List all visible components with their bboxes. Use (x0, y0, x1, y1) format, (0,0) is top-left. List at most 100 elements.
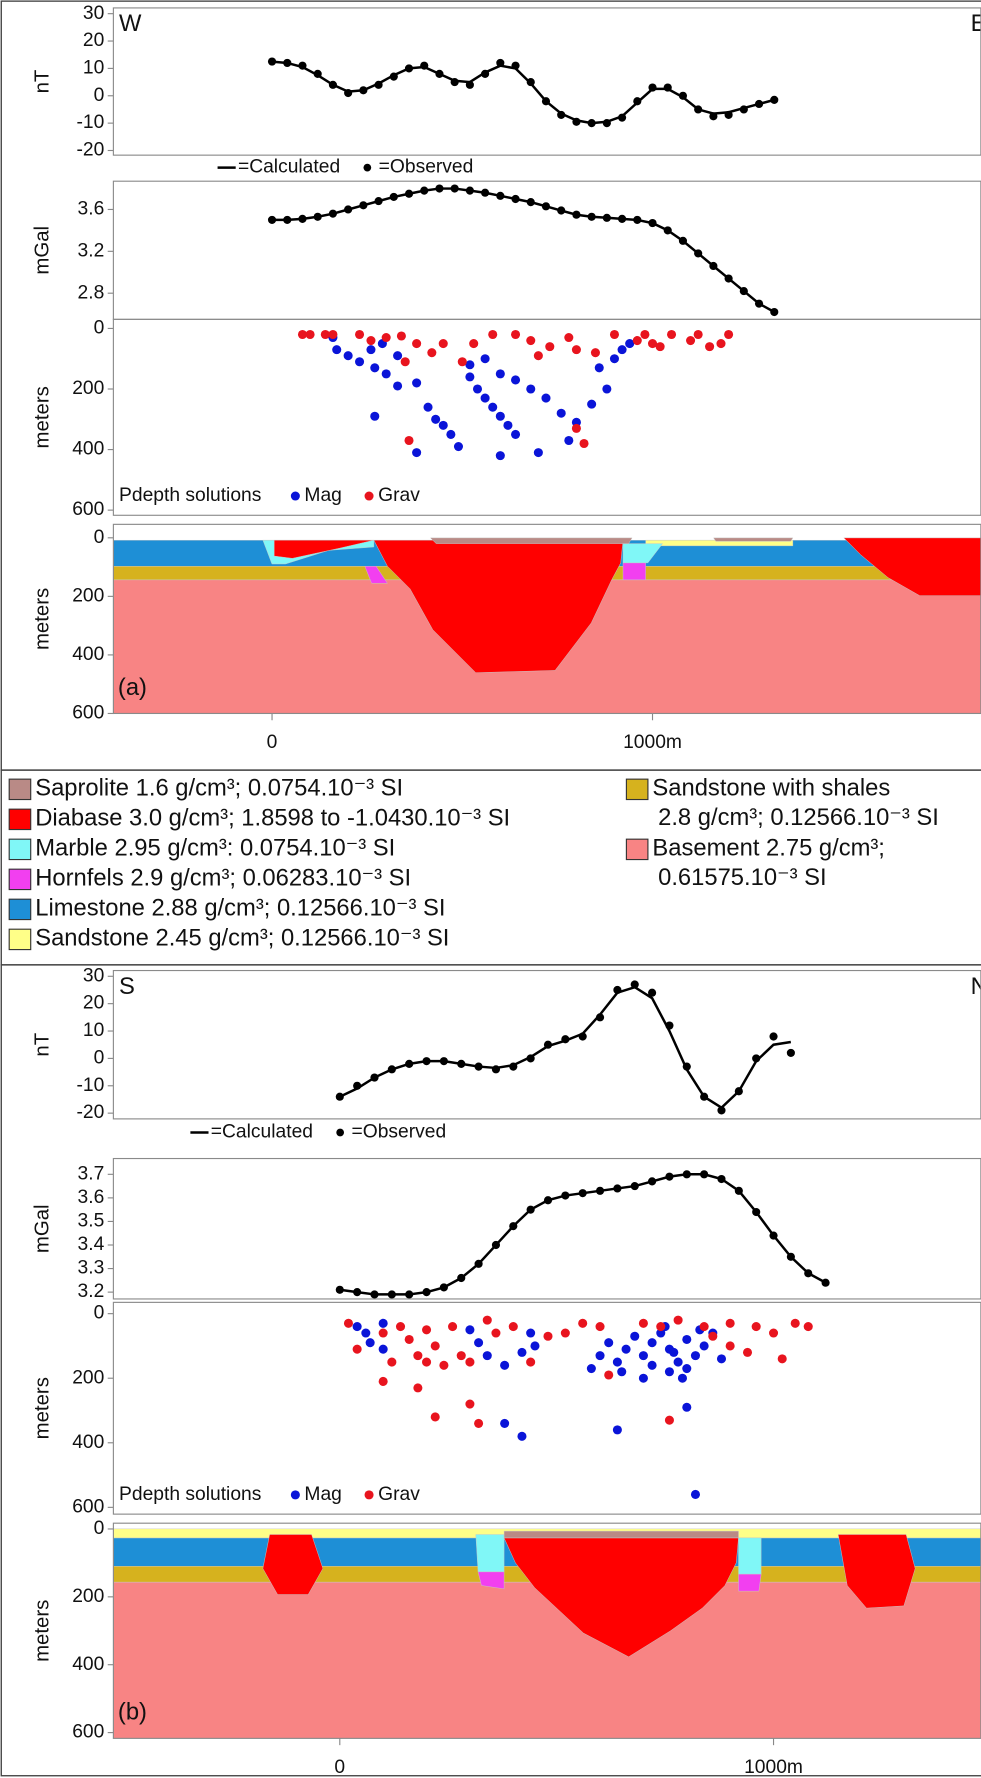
y-tick-label: 400 (72, 644, 104, 665)
rock-unit (713, 537, 794, 542)
depth-solution (422, 1325, 432, 1335)
depth-solution (500, 1418, 510, 1428)
key-label: Marble 2.95 g/cm³: 0.0754.10⁻³ SI (35, 835, 395, 862)
y-axis-title: nT (32, 1033, 54, 1057)
legend-dot (336, 1128, 345, 1137)
observed-point (700, 1092, 709, 1101)
observed-point (474, 1062, 483, 1071)
depth-solution (517, 1347, 527, 1357)
depth-solution (617, 1367, 627, 1377)
rock-unit (738, 1573, 762, 1592)
key-label: Sandstone with shales (652, 775, 890, 802)
observed-point (283, 215, 292, 225)
depth-solution (632, 336, 642, 346)
observed-point (389, 72, 398, 81)
observed-point (754, 299, 764, 308)
depth-solution (556, 408, 566, 418)
depth-solution (594, 363, 604, 373)
depth-solution (343, 1318, 354, 1328)
observed-point (353, 1081, 362, 1090)
y-tick-label: 200 (72, 378, 104, 399)
depth-solution (564, 332, 574, 343)
y-tick-label: 3.3 (78, 1258, 105, 1279)
observed-point (739, 105, 748, 114)
observed-point (682, 1170, 691, 1179)
observed-point (328, 80, 337, 89)
key-label: 2.8 g/cm³; 0.12566.10⁻³ SI (658, 804, 939, 831)
key-label: Limestone 2.88 g/cm³; 0.12566.10⁻³ SI (35, 895, 445, 922)
depth-solution (412, 339, 422, 349)
key-swatch (8, 778, 32, 801)
depth-solution (716, 339, 726, 349)
depth-solution (431, 414, 441, 424)
depth-solution (667, 329, 677, 340)
corner-label: N (971, 973, 981, 1000)
y-tick-label: 20 (83, 30, 104, 51)
y-tick-label: 30 (83, 965, 104, 986)
observed-point (370, 1290, 379, 1299)
legend-label: Mag (304, 485, 341, 506)
y-tick-label: -20 (76, 1102, 104, 1123)
observed-point (648, 218, 657, 228)
depth-solution (320, 329, 330, 340)
observed-point (543, 1196, 553, 1205)
depth-solution (482, 1351, 492, 1361)
legend-dot (363, 163, 372, 172)
depth-solution (439, 1360, 449, 1370)
depth-solution (378, 1318, 388, 1328)
observed-point (511, 61, 520, 70)
depth-solution (413, 1383, 423, 1393)
depth-solution (472, 384, 483, 394)
key-swatch (8, 928, 32, 951)
rock-unit (837, 1534, 916, 1609)
y-tick-label: 3.7 (78, 1163, 105, 1184)
legend-label: =Calculated (211, 1122, 313, 1143)
rock-unit (503, 1530, 739, 1539)
depth-solution (803, 1322, 813, 1332)
observed-point (613, 1184, 622, 1193)
observed-point (682, 1062, 691, 1071)
observed-point (328, 209, 337, 218)
observed-point (613, 985, 622, 995)
observed-point (587, 119, 596, 128)
key-swatch (625, 778, 649, 801)
depth-solution (533, 448, 543, 458)
depth-solution (669, 1347, 679, 1357)
depth-solution (488, 329, 498, 340)
observed-point (572, 210, 581, 219)
observed-point (283, 58, 292, 68)
depth-solution (297, 329, 308, 340)
key-label: Hornfels 2.9 g/cm³; 0.06283.10⁻³ SI (35, 865, 411, 892)
depth-solution (699, 1341, 709, 1351)
depth-solution (612, 1357, 622, 1367)
y-tick-label: 0 (94, 527, 105, 548)
corner-label: W (119, 10, 142, 37)
observed-point (717, 1174, 726, 1184)
y-tick-label: 0 (94, 1047, 105, 1068)
depth-solution (400, 357, 410, 367)
observed-point (450, 184, 459, 193)
observed-point (595, 1186, 605, 1195)
observed-point (457, 1273, 466, 1283)
observed-point (724, 110, 733, 120)
depth-solution (617, 345, 627, 355)
depth-solution (412, 448, 422, 458)
observed-point (557, 110, 566, 120)
depth-solution (511, 375, 521, 385)
observed-point (665, 1172, 674, 1181)
x-tick-label: 0 (267, 732, 278, 753)
depth-solution (508, 1322, 518, 1332)
y-tick-label: 600 (72, 1722, 104, 1743)
depth-solution (638, 1318, 648, 1328)
rock-unit (622, 562, 646, 581)
depth-solution (393, 381, 403, 391)
depth-solution (474, 1338, 484, 1348)
depth-solution (495, 411, 505, 421)
observed-point (509, 1062, 518, 1071)
observed-point (770, 307, 779, 317)
key-swatch (8, 898, 32, 921)
observed-point (618, 214, 627, 223)
observed-point (648, 1177, 657, 1186)
observed-point (404, 64, 414, 73)
y-tick-label: 600 (72, 1496, 104, 1517)
